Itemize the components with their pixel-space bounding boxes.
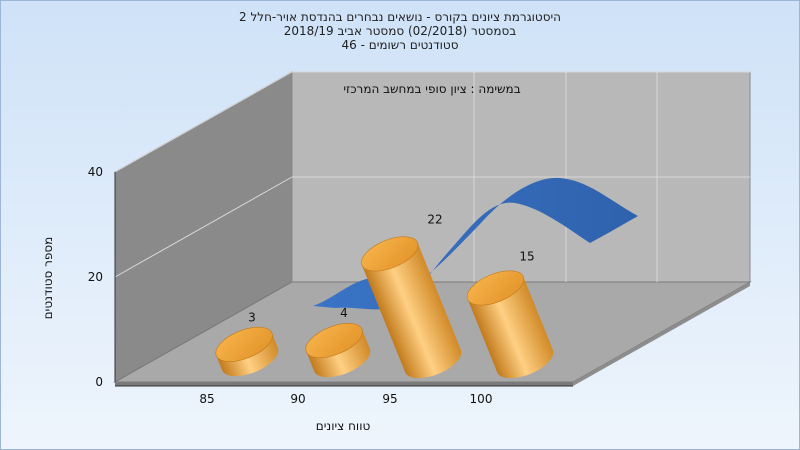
bar-top-100 — [466, 270, 525, 306]
floor-front-edge — [115, 382, 573, 386]
grid-line-left-1 — [114, 71, 293, 173]
data-label-95: 22 — [427, 213, 442, 227]
bar-85 — [215, 326, 279, 377]
grid-lines — [114, 71, 750, 282]
title-line-3: סטודנטים רשומים - 46 — [341, 38, 458, 52]
x-tick-label-95: 95 — [382, 392, 397, 406]
x-tick-label-85: 85 — [199, 392, 214, 406]
y-tick-label-40: 40 — [88, 165, 103, 179]
data-label-90: 4 — [340, 306, 348, 320]
chart-title: היסטוגרמת ציונים בקורס - נושאים נבחרים ב… — [239, 10, 561, 52]
grid-line-left-0 — [114, 176, 293, 278]
series-label: במשימה : ציון סופי במחשב המרכזי — [343, 82, 520, 96]
title-line-2: בסמסטר (02/2018) סמסטר אביב 2018/19 — [284, 24, 516, 38]
bars-group: 3 4 22 15 — [215, 213, 554, 379]
bar-100 — [466, 270, 554, 379]
y-tick-label-0: 0 — [95, 375, 103, 389]
bar-top-85 — [215, 326, 273, 362]
title-line-1: היסטוגרמת ציונים בקורס - נושאים נבחרים ב… — [239, 10, 561, 24]
data-label-100: 15 — [519, 249, 534, 263]
y-axis-ticks: 0 20 40 — [88, 165, 103, 389]
y-tick-label-20: 20 — [88, 270, 103, 284]
series-ribbon — [313, 177, 638, 310]
bar-top-95 — [361, 236, 419, 272]
bar-top-90 — [305, 323, 363, 358]
x-axis-title: טווח ציונים — [316, 419, 371, 433]
floor-right-edge — [573, 282, 750, 386]
bar-90 — [305, 323, 371, 378]
data-label-85: 3 — [248, 310, 256, 324]
x-tick-label-100: 100 — [470, 392, 493, 406]
x-tick-label-90: 90 — [290, 392, 305, 406]
bar-body-95 — [361, 242, 462, 379]
bar-95 — [361, 236, 462, 379]
y-axis-title: מספר סטודנטים — [41, 237, 55, 320]
x-axis-ticks: 85 90 95 100 — [199, 392, 492, 406]
